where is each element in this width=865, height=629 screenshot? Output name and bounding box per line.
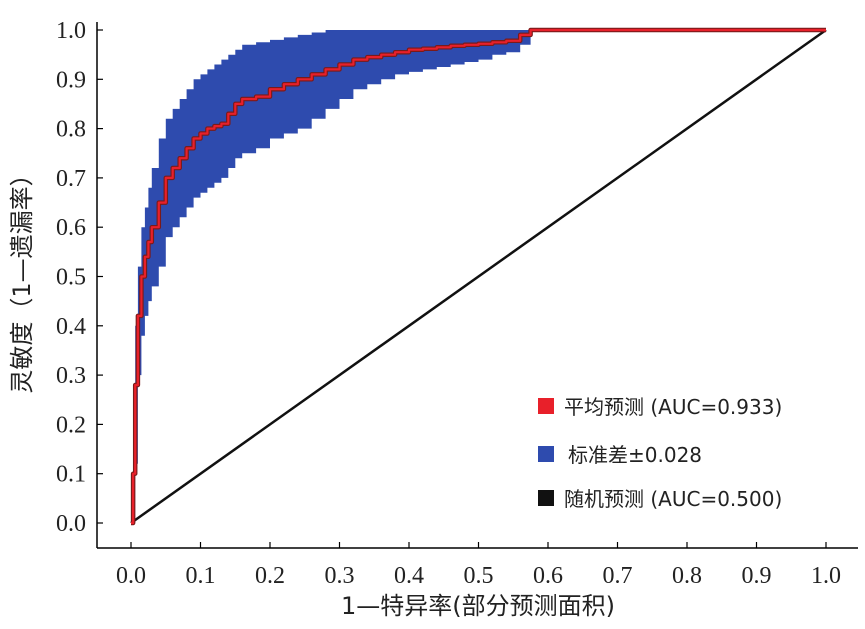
x-tick-label: 0.7 xyxy=(603,563,633,589)
legend-swatch-std xyxy=(538,446,554,462)
legend-swatch-random xyxy=(538,490,554,506)
y-tick-label: 0.6 xyxy=(56,215,86,241)
x-tick-label: 0.9 xyxy=(742,563,772,589)
y-tick-label: 0.0 xyxy=(56,511,86,537)
x-tick-label: 0.8 xyxy=(672,563,702,589)
y-tick-label: 0.9 xyxy=(56,67,86,93)
x-tick-label: 0.1 xyxy=(186,563,216,589)
legend: 平均预测 (AUC=0.933) 标准差±0.028 随机预测 (AUC=0.5… xyxy=(538,395,782,511)
y-tick-label: 1.0 xyxy=(56,18,86,44)
legend-label-std: 标准差±0.028 xyxy=(568,443,702,467)
x-tick-label: 0.5 xyxy=(464,563,494,589)
x-tick-label: 0.0 xyxy=(116,563,146,589)
series-line-random xyxy=(130,28,827,525)
tick-labels: 0.0 0.1 0.2 0.3 0.4 0.5 0.6 0.7 0.8 0.9 1.0 0.0 0.1 0… xyxy=(56,18,841,589)
legend-label-random: 随机预测 (AUC=0.500) xyxy=(564,487,782,511)
legend-swatch-mean xyxy=(538,398,554,414)
x-tick-label: 1.0 xyxy=(811,563,841,589)
y-tick-label: 0.4 xyxy=(56,314,86,340)
y-tick-label: 0.1 xyxy=(56,462,86,488)
x-axis-title: 1—特异率(部分预测面积) xyxy=(341,592,615,620)
axes xyxy=(96,22,858,549)
y-tick-label: 0.7 xyxy=(56,166,86,192)
x-tick-label: 0.2 xyxy=(255,563,285,589)
y-tick-label: 0.5 xyxy=(56,265,86,291)
legend-label-mean: 平均预测 (AUC=0.933) xyxy=(564,395,782,419)
y-axis-title: 灵敏度（1—遗漏率） xyxy=(8,162,36,393)
std-band xyxy=(131,30,826,523)
x-tick-label: 0.3 xyxy=(325,563,355,589)
y-tick-label: 0.2 xyxy=(56,412,86,438)
x-tick-label: 0.4 xyxy=(394,563,424,589)
std-band-layer xyxy=(131,30,826,523)
y-tick-label: 0.8 xyxy=(56,117,86,143)
y-tick-label: 0.3 xyxy=(56,363,86,389)
series-line-layer xyxy=(130,27,827,526)
x-tick-label: 0.6 xyxy=(533,563,563,589)
series-line-mean xyxy=(131,28,826,525)
